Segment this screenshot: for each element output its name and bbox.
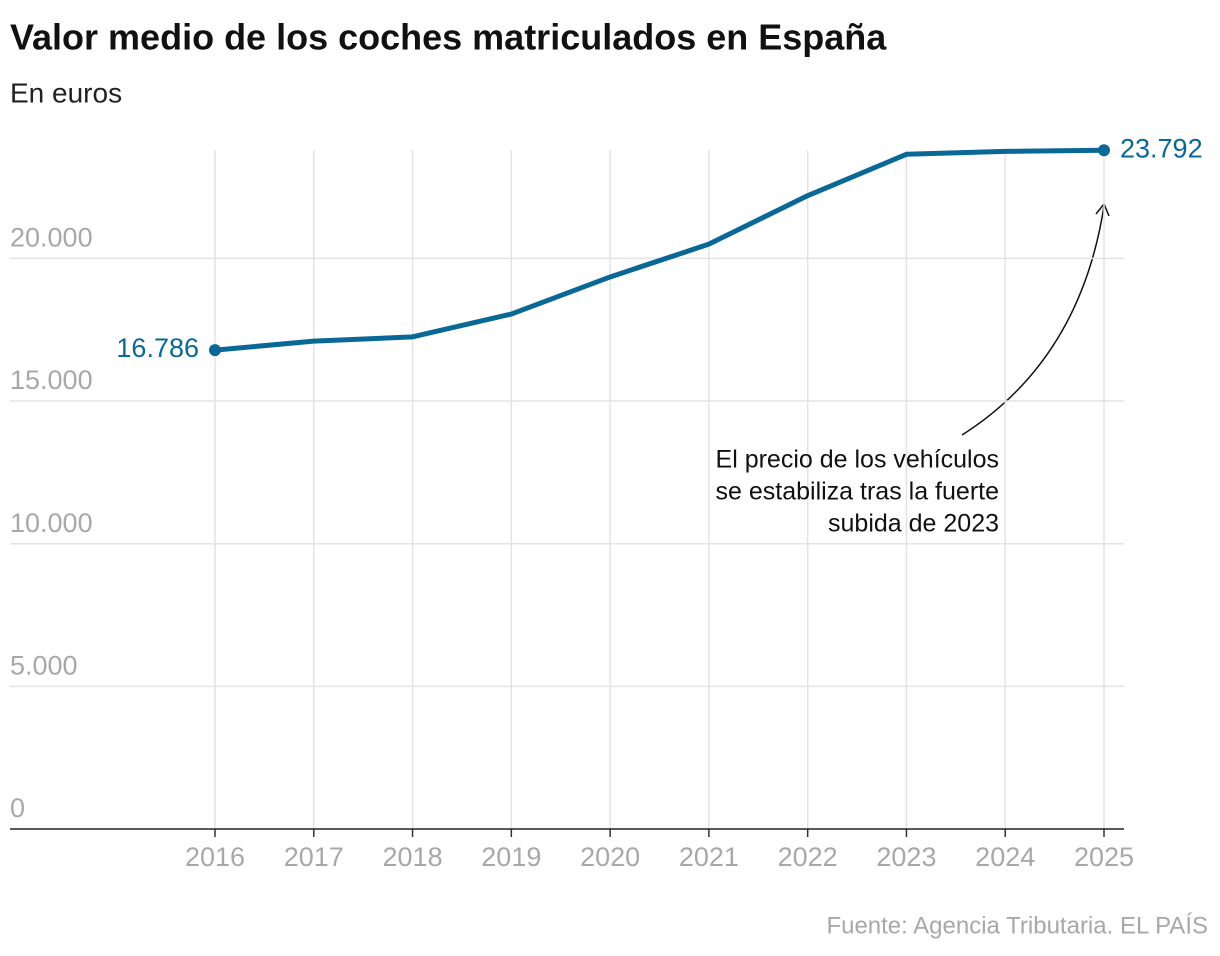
annotation-text: se estabiliza tras la fuerte xyxy=(716,478,999,506)
y-tick-label: 20.000 xyxy=(10,223,93,253)
end-marker xyxy=(209,344,221,357)
x-tick-label: 2018 xyxy=(383,842,443,872)
value-label: 23.792 xyxy=(1120,133,1203,163)
y-tick-label: 0 xyxy=(10,793,25,823)
x-tick-label: 2023 xyxy=(876,842,936,872)
y-tick-label: 5.000 xyxy=(10,650,78,680)
x-tick-label: 2024 xyxy=(975,842,1035,872)
annotation-arrow xyxy=(961,205,1105,436)
x-tick-label: 2016 xyxy=(185,842,245,872)
x-tick-label: 2017 xyxy=(284,842,344,872)
x-tick-label: 2022 xyxy=(778,842,838,872)
x-tick-label: 2021 xyxy=(679,842,739,872)
x-tick-label: 2025 xyxy=(1074,842,1134,872)
value-label: 16.786 xyxy=(116,333,199,363)
source: Fuente: Agencia Tributaria. EL PAÍS xyxy=(826,912,1208,939)
chart-subtitle: En euros xyxy=(10,77,122,108)
y-tick-label: 10.000 xyxy=(10,508,93,538)
annotation-text: subida de 2023 xyxy=(828,510,999,538)
data-line xyxy=(214,147,1105,353)
chart-title: Valor medio de los coches matriculados e… xyxy=(10,17,887,58)
y-tick-label: 15.000 xyxy=(10,365,93,395)
annotation-text: El precio de los vehículos xyxy=(716,446,999,474)
x-tick-label: 2020 xyxy=(580,842,640,872)
end-marker xyxy=(1098,144,1110,157)
x-tick-label: 2019 xyxy=(481,842,541,872)
